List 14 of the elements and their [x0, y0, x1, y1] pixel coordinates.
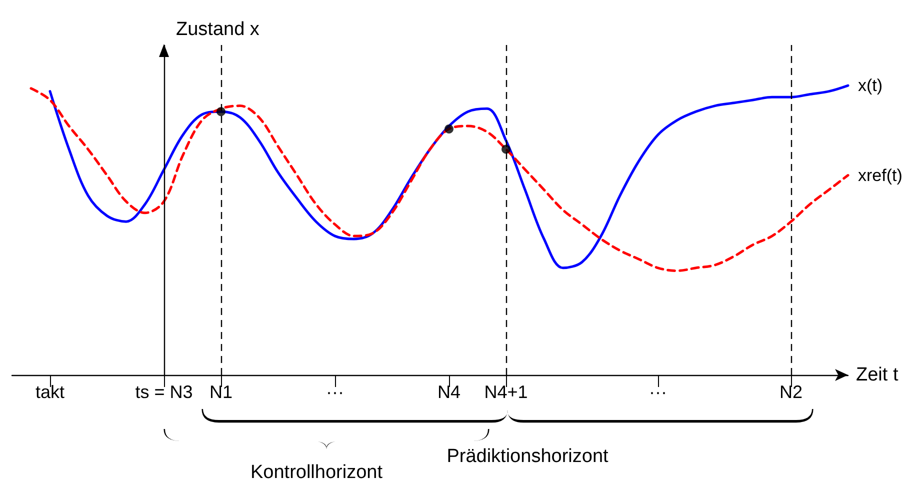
y-axis-title: Zustand x — [176, 19, 260, 40]
text: Kontrollhorizont — [250, 462, 384, 483]
series-label: xref(t) — [858, 166, 902, 185]
x-tick-label: ··· — [649, 382, 667, 402]
x-tick-label: N1 — [209, 382, 233, 402]
series-label: x(t) — [858, 76, 883, 96]
x-tick-label: takt — [35, 382, 65, 402]
x-tick-label: N4 — [437, 382, 461, 402]
x-tick-label: ts = N3 — [135, 382, 193, 402]
x-tick-label: ··· — [326, 382, 344, 402]
x-tick-label: N2 — [779, 382, 803, 402]
x-tick-label: N4+1 — [484, 382, 528, 402]
text: Prädiktionshorizont — [446, 446, 610, 467]
x-axis-title: Zeit t — [856, 364, 899, 386]
